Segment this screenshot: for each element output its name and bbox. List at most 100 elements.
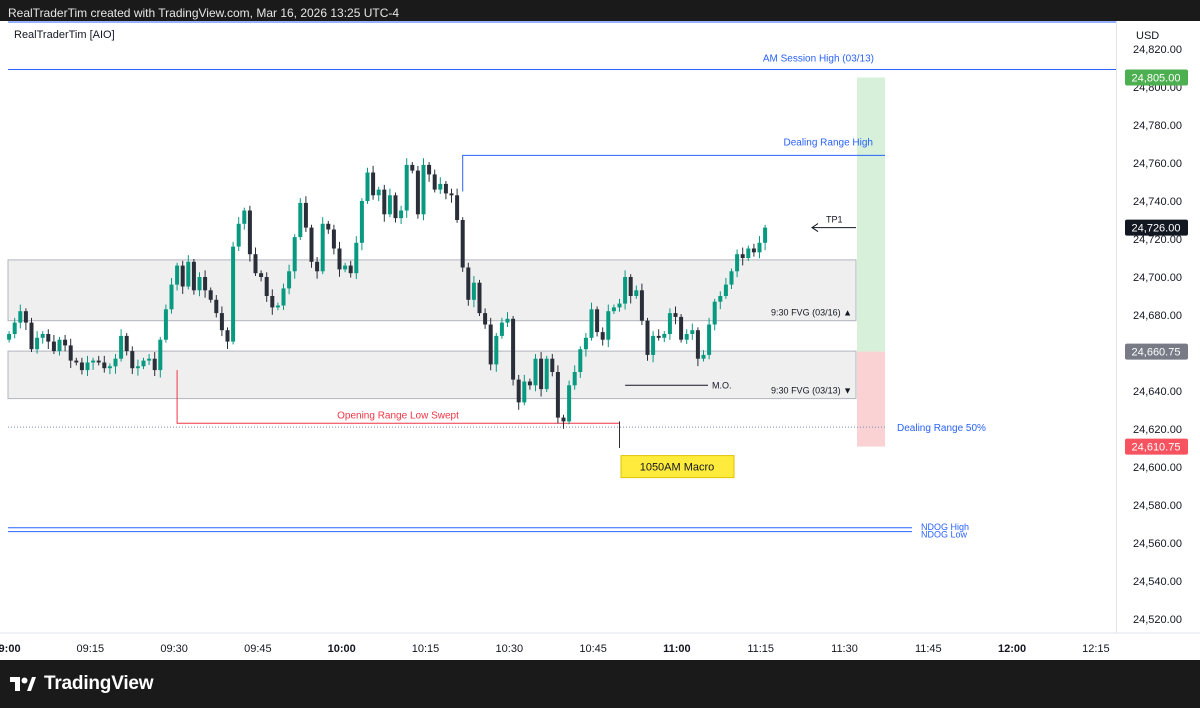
time-tick-label: 09:30 bbox=[160, 643, 188, 655]
candle-body bbox=[533, 358, 538, 386]
candle-body bbox=[91, 360, 96, 363]
candle-body bbox=[85, 362, 90, 371]
macro-label: 1050AM Macro bbox=[640, 462, 715, 474]
candle-body bbox=[46, 334, 51, 342]
candle-body bbox=[499, 322, 504, 336]
candle-body bbox=[729, 271, 734, 285]
candle-body bbox=[107, 366, 112, 369]
price-tag-label: 24,660.75 bbox=[1132, 347, 1181, 359]
candle-body bbox=[505, 318, 510, 323]
candle-body bbox=[231, 246, 236, 342]
fvg-zone-label: 9:30 FVG (03/13) ▼ bbox=[771, 386, 852, 396]
candle-body bbox=[746, 248, 751, 258]
candle-body bbox=[130, 351, 135, 369]
stop-zone bbox=[857, 351, 885, 447]
fvg-zone bbox=[7, 259, 857, 322]
candlestick-chart[interactable]: 24,820.0024,800.0024,780.0024,760.0024,7… bbox=[0, 21, 1200, 660]
candle-body bbox=[259, 273, 264, 277]
candle-body bbox=[679, 316, 684, 340]
time-tick-label: 09:45 bbox=[244, 643, 272, 655]
candle-body bbox=[12, 322, 17, 334]
price-axis-divider bbox=[1116, 21, 1117, 633]
tradingview-logo[interactable]: TradingView bbox=[10, 673, 154, 695]
candle-body bbox=[432, 174, 437, 190]
am-session-high-label: AM Session High (03/13) bbox=[763, 54, 874, 65]
candle-body bbox=[281, 288, 286, 306]
candle-body bbox=[354, 242, 359, 274]
candle-body bbox=[68, 345, 73, 361]
candle-body bbox=[690, 330, 695, 334]
candle-body bbox=[673, 313, 678, 317]
candle-body bbox=[477, 282, 482, 314]
time-tick-label: 11:30 bbox=[831, 643, 858, 655]
candle-body bbox=[645, 320, 650, 355]
candle-body bbox=[483, 313, 488, 325]
candle-body bbox=[567, 385, 572, 422]
time-tick-label: 11:15 bbox=[747, 643, 774, 655]
candle-body bbox=[253, 254, 258, 274]
candle-body bbox=[555, 372, 560, 418]
opening-range-low-label: Opening Range Low Swept bbox=[337, 410, 459, 421]
candle-body bbox=[387, 195, 392, 215]
candle-body bbox=[427, 164, 432, 175]
price-tag-label: 24,726.00 bbox=[1132, 223, 1181, 235]
chart-caption: RealTraderTim created with TradingView.c… bbox=[8, 6, 400, 20]
price-tick-label: 24,720.00 bbox=[1133, 234, 1182, 246]
candle-body bbox=[516, 379, 521, 403]
chart-area[interactable]: 24,820.00 24,800.00 24,780.00 24,760.00 24,7… bbox=[0, 21, 1200, 660]
candle-body bbox=[393, 195, 398, 219]
candle-body bbox=[203, 277, 208, 291]
time-tick-label: 10:00 bbox=[328, 643, 356, 655]
candle-body bbox=[449, 193, 454, 196]
candle-body bbox=[163, 309, 168, 340]
candle-body bbox=[455, 195, 460, 220]
candle-body bbox=[684, 334, 689, 340]
price-tick-label: 24,640.00 bbox=[1133, 386, 1182, 398]
candle-body bbox=[471, 282, 476, 300]
candle-body bbox=[488, 324, 493, 365]
candle-body bbox=[415, 170, 420, 215]
candle-body bbox=[376, 189, 381, 196]
candle-body bbox=[326, 223, 331, 230]
dealing-range-high-line bbox=[462, 154, 885, 192]
time-tick-label: 09:00 bbox=[0, 643, 21, 655]
candle-body bbox=[600, 332, 605, 340]
currency-label[interactable]: USD bbox=[1136, 30, 1160, 42]
candle-body bbox=[23, 311, 28, 323]
midnight-open-label: M.O. bbox=[712, 380, 732, 390]
candle-body bbox=[410, 164, 415, 171]
time-tick-label: 12:00 bbox=[998, 643, 1026, 655]
candle-body bbox=[561, 417, 566, 422]
candle-body bbox=[365, 172, 370, 201]
time-tick-label: 11:45 bbox=[915, 643, 942, 655]
price-tick-label: 24,560.00 bbox=[1133, 538, 1182, 550]
candle-body bbox=[309, 227, 314, 262]
price-tick-label: 24,740.00 bbox=[1133, 196, 1182, 208]
candle-body bbox=[751, 248, 756, 253]
candle-body bbox=[63, 339, 68, 346]
price-tick-label: 24,520.00 bbox=[1133, 614, 1182, 626]
candle-body bbox=[57, 339, 62, 352]
time-tick-label: 10:15 bbox=[412, 643, 440, 655]
price-tag bbox=[1125, 219, 1188, 236]
ndog-low-label: NDOG Low bbox=[921, 530, 968, 540]
price-tick-label: 24,780.00 bbox=[1133, 120, 1182, 132]
price-tick-label: 24,580.00 bbox=[1133, 500, 1182, 512]
candle-body bbox=[522, 381, 527, 403]
candle-body bbox=[247, 210, 252, 255]
candle-body bbox=[141, 360, 146, 367]
candle-body bbox=[40, 334, 45, 338]
time-tick-label: 10:30 bbox=[496, 643, 524, 655]
candle-body bbox=[292, 237, 297, 272]
time-tick-label: 12:15 bbox=[1082, 643, 1110, 655]
tp1-label: TP1 bbox=[826, 215, 843, 225]
candle-body bbox=[348, 265, 353, 274]
candle-body bbox=[275, 305, 280, 308]
candle-body bbox=[7, 334, 12, 340]
candle-body bbox=[712, 301, 717, 325]
candle-body bbox=[539, 358, 544, 390]
candle-body bbox=[371, 172, 376, 196]
symbol-title[interactable]: RealTraderTim [AIO] bbox=[14, 29, 115, 41]
tradingview-logo-icon bbox=[10, 677, 36, 691]
candle-body bbox=[511, 318, 516, 380]
